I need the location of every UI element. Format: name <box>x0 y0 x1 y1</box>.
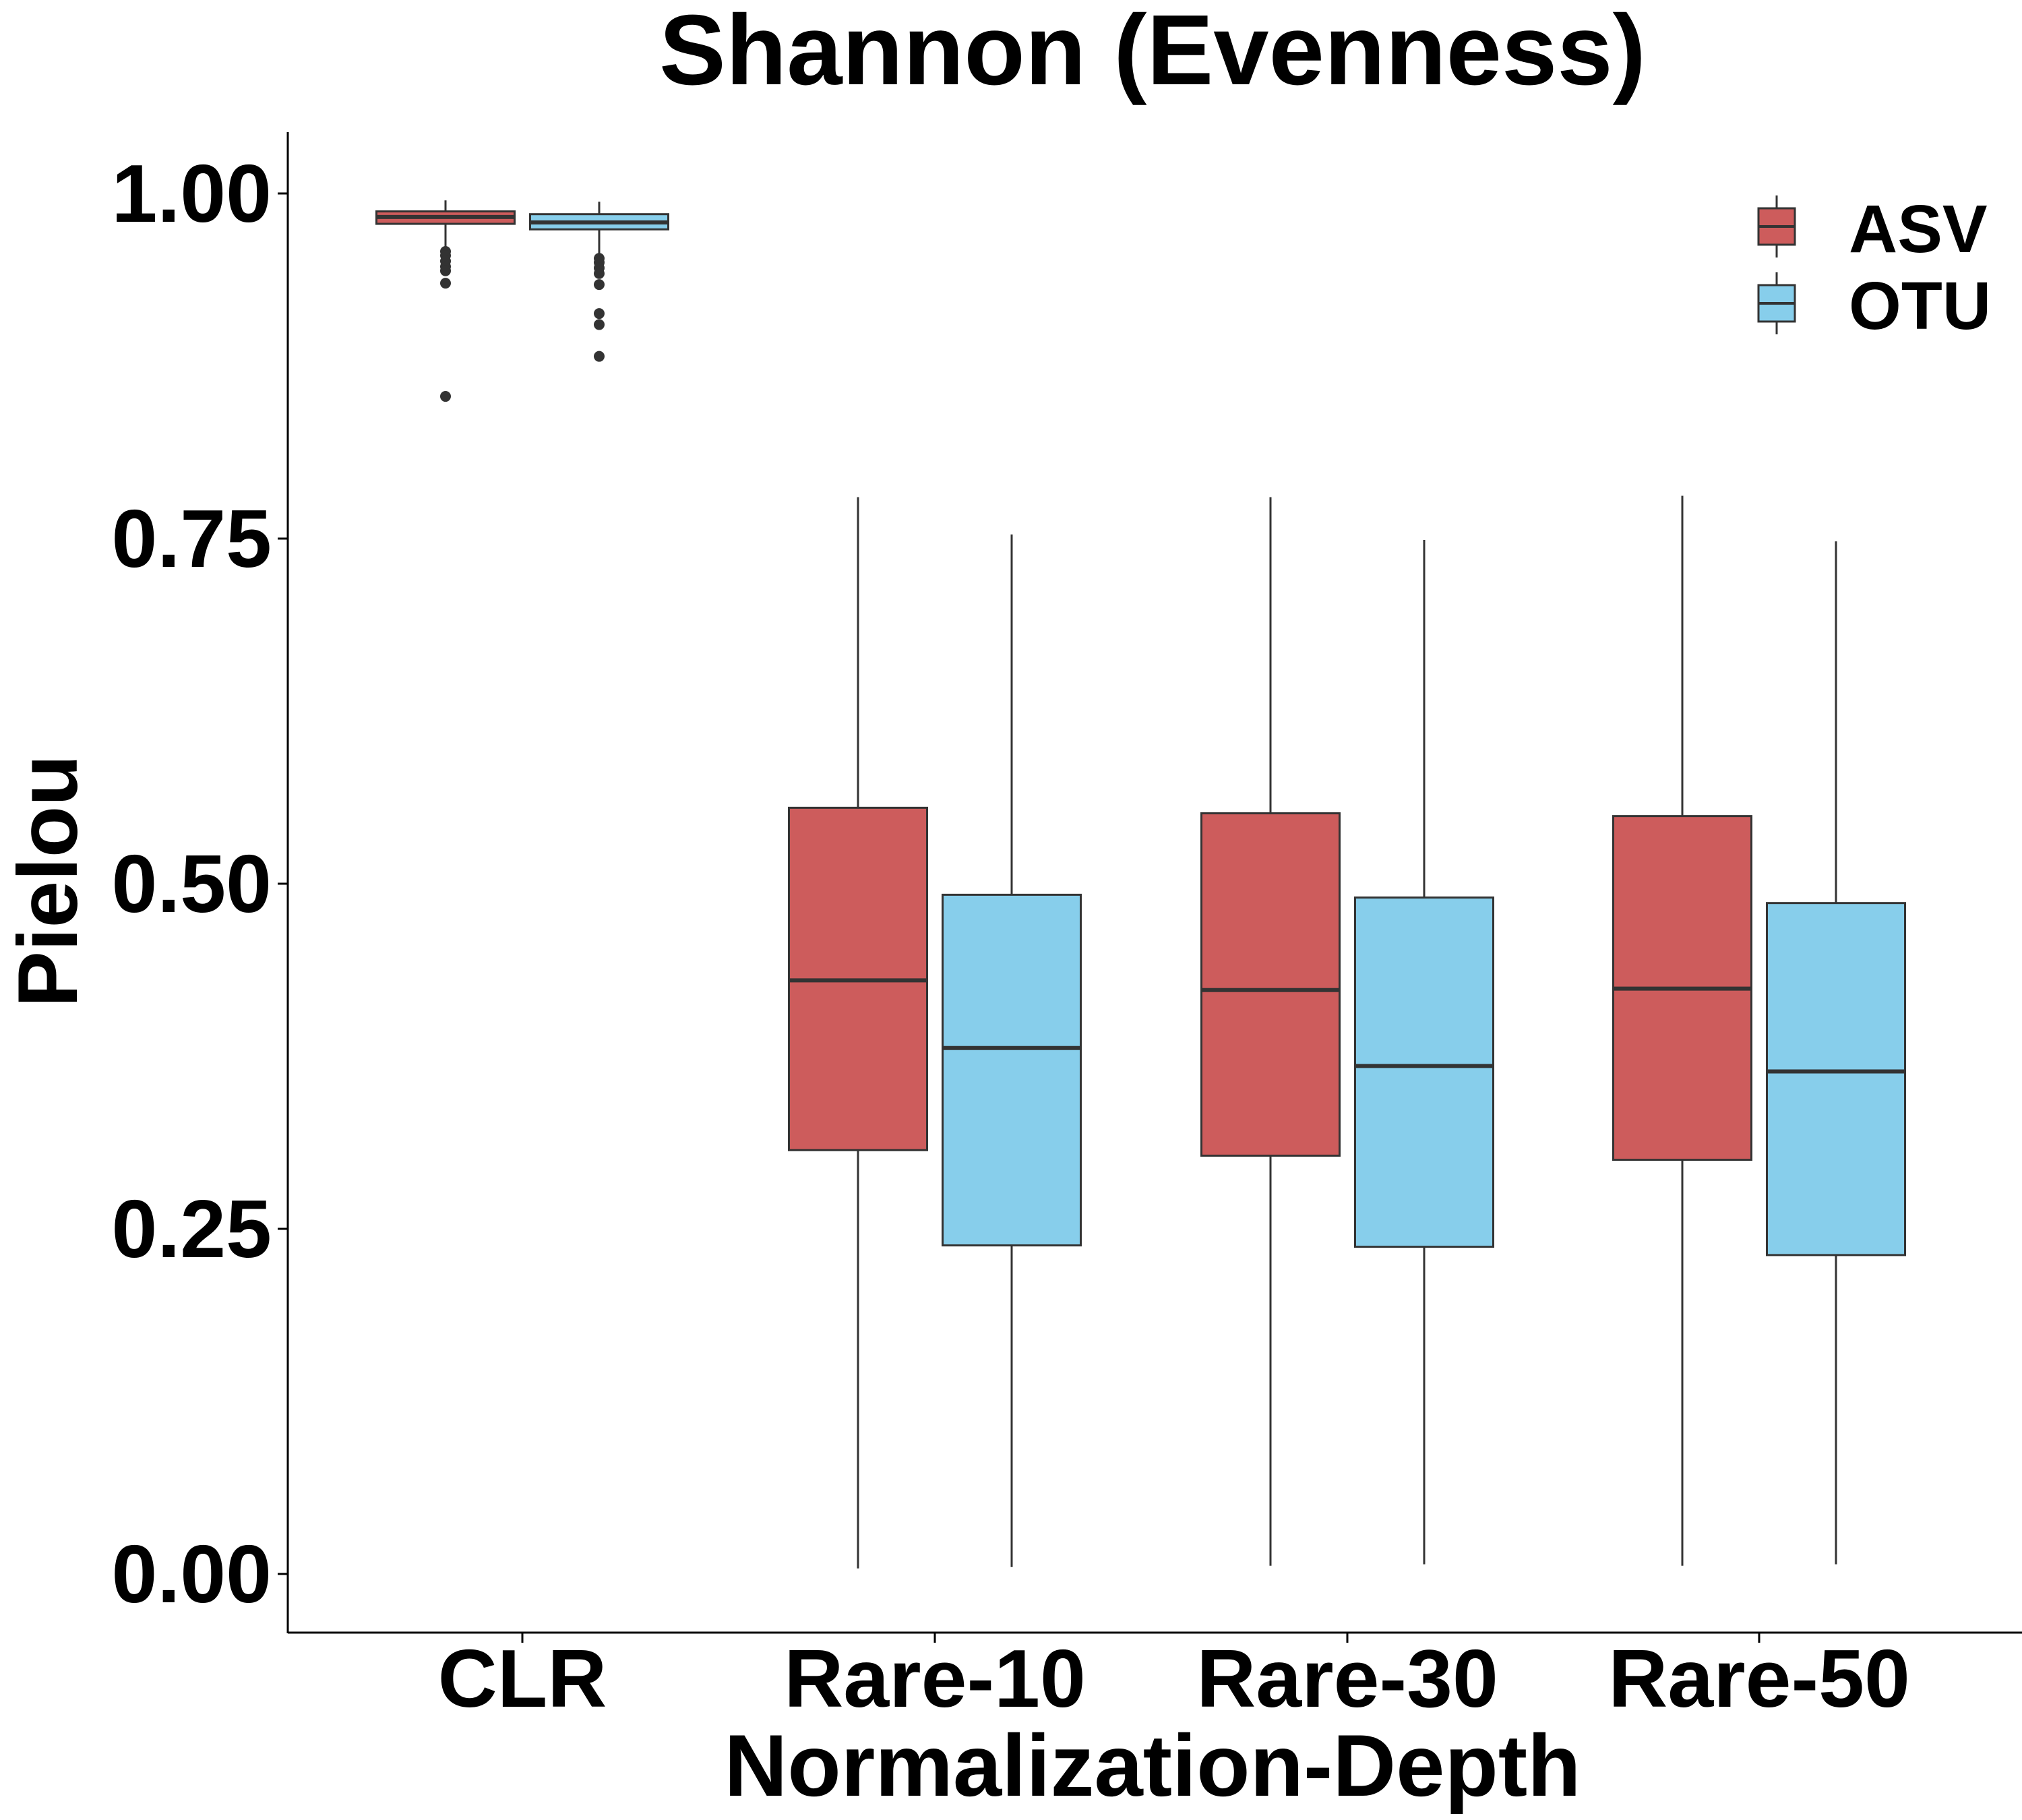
legend-label: OTU <box>1849 268 1991 344</box>
legend-label: ASV <box>1849 191 1988 267</box>
x-axis-ticks: CLR Rare-10 Rare-30 Rare-50 <box>438 1633 1910 1724</box>
x-axis-label: Normalization-Depth <box>724 1716 1581 1815</box>
y-tick-label: 0.75 <box>112 493 272 584</box>
y-tick-label: 1.00 <box>112 148 272 239</box>
outlier-point <box>440 265 451 276</box>
box-otu-rare-10 <box>942 534 1082 1567</box>
y-tick-label: 0.50 <box>112 838 272 930</box>
box-iqr <box>1200 812 1341 1157</box>
y-tick-label: 0.00 <box>112 1528 272 1620</box>
outlier-point <box>440 278 451 289</box>
chart-title: Shannon (Evenness) <box>659 0 1646 106</box>
plot-area <box>375 200 1906 1569</box>
outlier-point <box>594 351 605 362</box>
x-tick-label: CLR <box>438 1633 607 1724</box>
outlier-point <box>440 391 451 402</box>
outlier-point <box>594 268 605 279</box>
outlier-point <box>594 279 605 291</box>
box-asv-clr <box>375 200 516 402</box>
box-otu-rare-50 <box>1766 541 1906 1565</box>
x-tick-label: Rare-10 <box>784 1633 1086 1724</box>
x-tick-label: Rare-30 <box>1196 1633 1498 1724</box>
x-tick-label: Rare-50 <box>1608 1633 1910 1724</box>
legend-item-otu: OTU <box>1757 268 1991 344</box>
box-iqr <box>1766 902 1906 1256</box>
box-asv-rare-10 <box>788 497 928 1569</box>
y-tick-label: 0.25 <box>112 1183 272 1275</box>
legend-item-asv: ASV <box>1757 191 1988 267</box>
box-otu-clr <box>529 202 669 362</box>
y-axis-label: Pielou <box>1 754 95 1007</box>
outlier-point <box>594 319 605 330</box>
y-axis-ticks: 0.00 0.25 0.50 0.75 1.00 <box>112 148 288 1620</box>
box-iqr <box>942 893 1082 1247</box>
outlier-point <box>594 308 605 320</box>
box-asv-rare-30 <box>1200 497 1341 1566</box>
box-iqr <box>1354 896 1494 1248</box>
box-asv-rare-50 <box>1612 495 1752 1566</box>
box-otu-rare-30 <box>1354 540 1494 1565</box>
